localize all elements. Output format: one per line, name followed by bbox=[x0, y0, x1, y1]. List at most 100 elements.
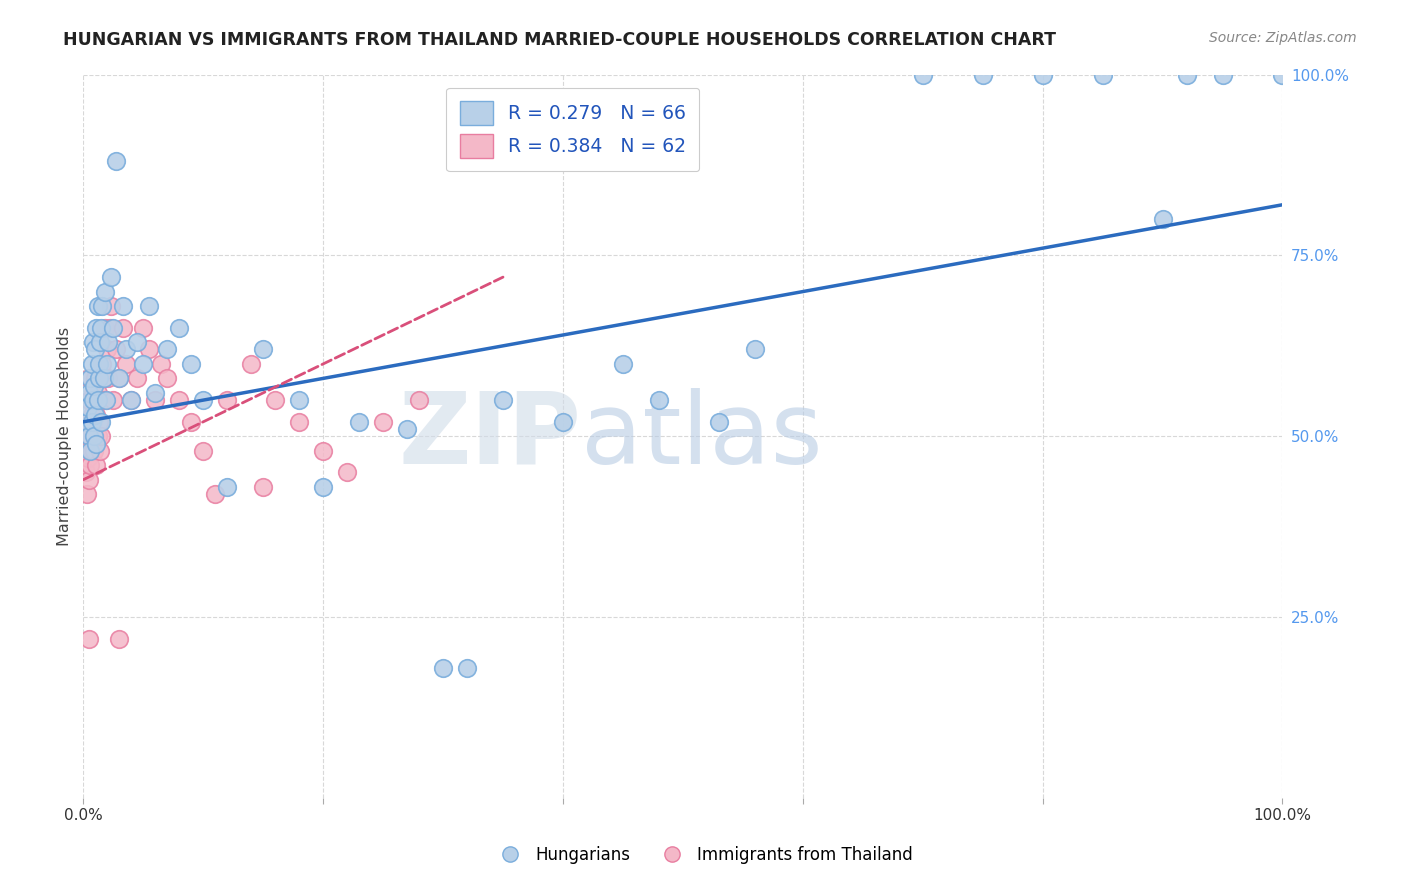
Point bbox=[127, 335, 149, 350]
Point bbox=[193, 393, 215, 408]
Point bbox=[86, 458, 108, 473]
Point bbox=[707, 415, 730, 429]
Point bbox=[93, 371, 115, 385]
Point bbox=[648, 393, 671, 408]
Point bbox=[288, 393, 311, 408]
Point bbox=[86, 393, 108, 408]
Point bbox=[86, 299, 108, 313]
Text: HUNGARIAN VS IMMIGRANTS FROM THAILAND MARRIED-COUPLE HOUSEHOLDS CORRELATION CHAR: HUNGARIAN VS IMMIGRANTS FROM THAILAND MA… bbox=[63, 31, 1056, 49]
Point bbox=[90, 429, 112, 443]
Point bbox=[127, 371, 149, 385]
Point bbox=[371, 415, 394, 429]
Point bbox=[180, 357, 202, 371]
Point bbox=[744, 343, 766, 357]
Point bbox=[80, 415, 103, 429]
Point bbox=[100, 270, 122, 285]
Point bbox=[77, 429, 100, 443]
Point bbox=[82, 385, 104, 400]
Point bbox=[97, 335, 120, 350]
Point bbox=[77, 450, 100, 465]
Point bbox=[132, 357, 155, 371]
Point bbox=[96, 343, 118, 357]
Point bbox=[89, 335, 111, 350]
Point bbox=[336, 466, 359, 480]
Legend: Hungarians, Immigrants from Thailand: Hungarians, Immigrants from Thailand bbox=[486, 839, 920, 871]
Point bbox=[86, 385, 108, 400]
Point bbox=[83, 429, 105, 443]
Point bbox=[193, 443, 215, 458]
Point bbox=[86, 320, 108, 334]
Point bbox=[91, 357, 114, 371]
Point bbox=[84, 371, 107, 385]
Point bbox=[79, 429, 101, 443]
Point bbox=[217, 393, 239, 408]
Point bbox=[143, 393, 166, 408]
Point bbox=[79, 473, 101, 487]
Point bbox=[83, 393, 105, 408]
Point bbox=[347, 415, 370, 429]
Point bbox=[79, 443, 101, 458]
Point bbox=[87, 371, 110, 385]
Point bbox=[167, 320, 190, 334]
Point bbox=[94, 285, 117, 299]
Point bbox=[108, 632, 131, 646]
Point bbox=[79, 393, 101, 408]
Point bbox=[86, 429, 108, 443]
Point bbox=[86, 408, 108, 422]
Point bbox=[252, 343, 274, 357]
Point bbox=[73, 429, 96, 443]
Point bbox=[120, 393, 142, 408]
Point bbox=[79, 385, 101, 400]
Point bbox=[80, 408, 103, 422]
Point bbox=[264, 393, 287, 408]
Point bbox=[312, 443, 335, 458]
Point bbox=[396, 422, 419, 436]
Point bbox=[288, 415, 311, 429]
Point bbox=[87, 415, 110, 429]
Point bbox=[87, 357, 110, 371]
Point bbox=[90, 393, 112, 408]
Point bbox=[79, 632, 101, 646]
Point bbox=[1175, 68, 1198, 82]
Point bbox=[75, 443, 97, 458]
Point bbox=[104, 343, 127, 357]
Point bbox=[115, 357, 138, 371]
Point bbox=[77, 401, 100, 415]
Point bbox=[98, 320, 121, 334]
Point bbox=[103, 393, 125, 408]
Point bbox=[551, 415, 574, 429]
Point bbox=[456, 661, 478, 675]
Point bbox=[91, 299, 114, 313]
Point bbox=[84, 343, 107, 357]
Point bbox=[79, 458, 101, 473]
Point bbox=[76, 415, 98, 429]
Point bbox=[972, 68, 994, 82]
Point bbox=[150, 357, 173, 371]
Point bbox=[82, 335, 104, 350]
Point bbox=[492, 393, 515, 408]
Point bbox=[80, 443, 103, 458]
Point bbox=[83, 443, 105, 458]
Point bbox=[84, 408, 107, 422]
Point bbox=[94, 320, 117, 334]
Point bbox=[79, 429, 101, 443]
Point bbox=[82, 393, 104, 408]
Point bbox=[120, 393, 142, 408]
Point bbox=[612, 357, 634, 371]
Text: atlas: atlas bbox=[581, 388, 823, 484]
Point bbox=[408, 393, 430, 408]
Point bbox=[108, 371, 131, 385]
Point bbox=[79, 371, 101, 385]
Point bbox=[1152, 212, 1174, 227]
Point bbox=[82, 415, 104, 429]
Point bbox=[911, 68, 934, 82]
Point bbox=[217, 480, 239, 494]
Point bbox=[103, 320, 125, 334]
Point bbox=[138, 299, 160, 313]
Point bbox=[156, 343, 179, 357]
Point bbox=[204, 487, 226, 501]
Point bbox=[80, 357, 103, 371]
Text: ZIP: ZIP bbox=[398, 388, 581, 484]
Point bbox=[138, 343, 160, 357]
Point bbox=[86, 436, 108, 450]
